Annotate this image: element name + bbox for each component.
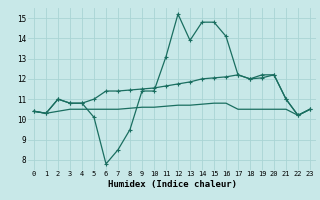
X-axis label: Humidex (Indice chaleur): Humidex (Indice chaleur) [108,180,236,189]
